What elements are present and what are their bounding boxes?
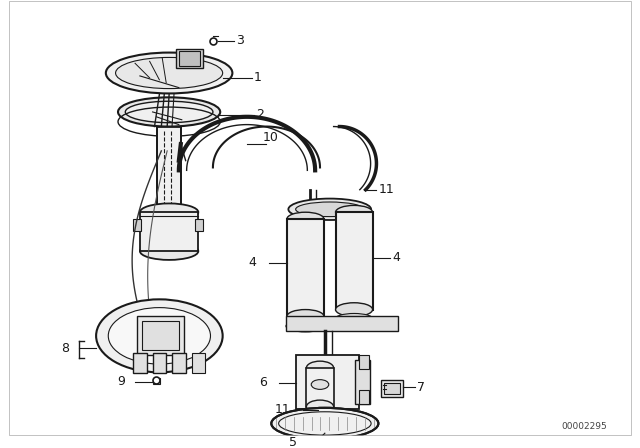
Bar [133,219,141,231]
Text: 00002295: 00002295 [561,422,607,431]
Ellipse shape [140,203,198,221]
Ellipse shape [307,400,333,414]
Ellipse shape [108,308,211,364]
Bar [318,407,332,417]
Bar [176,49,203,68]
Bar [322,409,328,415]
Bar [381,379,403,397]
Ellipse shape [96,299,223,372]
Text: 11: 11 [275,403,291,416]
Ellipse shape [286,320,325,332]
Ellipse shape [289,198,371,220]
Text: 9: 9 [117,375,125,388]
Ellipse shape [287,212,324,226]
Bar [179,51,200,66]
Text: 4: 4 [392,251,400,264]
Bar [133,353,147,373]
Ellipse shape [335,314,374,325]
Text: 7: 7 [417,381,426,394]
Text: 1: 1 [254,71,262,84]
Ellipse shape [335,205,372,219]
Text: 5: 5 [289,436,296,448]
Text: 10: 10 [262,131,278,144]
Bar [142,321,179,350]
Text: 8: 8 [61,342,69,355]
Ellipse shape [296,202,364,216]
Bar [152,353,166,373]
Ellipse shape [287,310,324,323]
Bar [191,353,205,373]
Text: 2: 2 [256,108,264,121]
Text: 11: 11 [378,183,394,196]
Bar [359,355,369,369]
Bar [140,212,198,251]
Text: 3: 3 [236,34,244,47]
Ellipse shape [118,97,220,126]
Ellipse shape [271,408,378,439]
Bar [152,378,161,383]
Bar [307,368,333,407]
Ellipse shape [140,242,198,260]
Ellipse shape [335,303,372,316]
Bar [137,316,184,355]
Bar [384,383,400,394]
Ellipse shape [125,101,213,123]
Bar [359,390,369,404]
Bar [287,219,324,316]
Bar [157,126,180,214]
Bar [286,316,398,331]
Bar [335,212,372,310]
Ellipse shape [116,57,223,89]
Bar [172,353,186,373]
Ellipse shape [307,361,333,375]
Bar [355,360,370,404]
Text: 4: 4 [249,256,257,269]
Bar [296,355,359,409]
Ellipse shape [311,379,329,389]
Bar [195,219,203,231]
Text: 6: 6 [260,376,268,389]
Ellipse shape [106,52,232,94]
